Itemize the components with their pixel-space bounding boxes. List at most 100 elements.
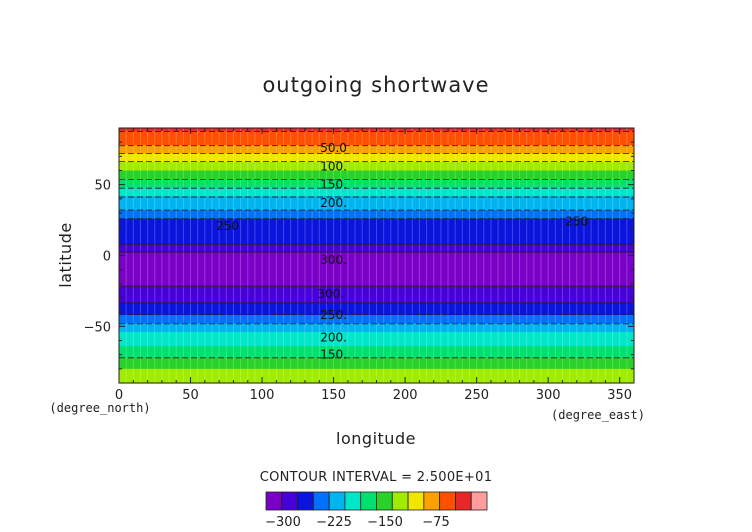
color-band (119, 159, 634, 163)
color-band (119, 133, 634, 138)
contour-label: 250. (320, 308, 347, 322)
contour-label: 150. (320, 348, 347, 362)
color-band (119, 289, 634, 293)
color-band (119, 354, 634, 359)
color-band (119, 337, 634, 342)
contour-lines (119, 131, 634, 359)
contour-label: 200. (320, 196, 347, 210)
color-band (119, 187, 634, 191)
color-band (119, 323, 634, 327)
color-band (119, 145, 634, 149)
x-tick-label: 200 (393, 388, 418, 403)
color-band (119, 218, 634, 223)
color-band (119, 162, 634, 166)
chart-title: outgoing shortwave (262, 73, 489, 97)
color-band (119, 329, 634, 333)
color-band (119, 309, 634, 313)
colorbar-tick-label: −225 (316, 515, 352, 530)
color-band (119, 193, 634, 197)
x-units-label: (degree_east) (551, 408, 645, 422)
color-band (119, 283, 634, 288)
color-band (119, 286, 634, 291)
color-band (119, 295, 634, 299)
x-tick-label: 350 (607, 388, 632, 403)
color-band (119, 147, 634, 152)
color-band (119, 170, 634, 174)
meridian-lines (125, 128, 628, 383)
color-band (119, 258, 634, 262)
color-band (119, 346, 634, 350)
colorbar-tick-label: −150 (367, 515, 403, 530)
x-tick-label: 150 (321, 388, 346, 403)
y-axis-label: latitude (56, 222, 75, 287)
color-band (119, 261, 634, 265)
x-axis: 0 50 100 150 200 250 300 350 (115, 128, 632, 403)
x-axis-label: longitude (336, 429, 416, 448)
y-tick-label: −50 (84, 320, 111, 335)
color-band (119, 176, 634, 180)
contour-label: 50.0 (320, 141, 347, 155)
color-band (119, 153, 634, 157)
color-band (119, 224, 634, 228)
color-band (119, 241, 634, 245)
color-band (119, 377, 634, 381)
colorbar (265, 491, 488, 511)
color-band (119, 292, 634, 296)
color-band (119, 227, 634, 231)
colorbar-tick-label: −300 (265, 515, 301, 530)
contour-label: 200. (320, 331, 347, 345)
colorbar-swatch (281, 491, 298, 511)
colorbar-swatch (344, 491, 362, 511)
colorbar-swatch (265, 491, 283, 511)
color-band (119, 363, 634, 367)
color-band (119, 238, 634, 242)
colorbar-swatch (470, 491, 488, 511)
colorbar-tick-label: −75 (422, 515, 449, 530)
color-band (119, 130, 634, 135)
x-tick-label: 100 (250, 388, 275, 403)
color-band (119, 272, 634, 276)
colorbar-swatch (312, 491, 330, 511)
contour-label: 300. (320, 253, 347, 267)
color-band (119, 184, 634, 189)
color-band (119, 315, 634, 319)
color-band (119, 247, 634, 251)
colorbar-swatch (297, 491, 314, 511)
contour-label: 100. (320, 159, 347, 173)
colorbar-swatch (391, 491, 409, 511)
color-band (119, 230, 634, 234)
colorbar-swatch (360, 491, 377, 511)
x-tick-label: 50 (182, 388, 199, 403)
color-band (119, 264, 634, 268)
color-band (119, 198, 634, 203)
color-band (119, 167, 634, 172)
color-band (119, 266, 634, 271)
color-band (119, 207, 634, 211)
color-band (119, 139, 634, 143)
color-band (119, 179, 634, 183)
colorbar-swatch (376, 491, 393, 511)
contour-interval-text: CONTOUR INTERVAL = 2.500E+01 (260, 470, 493, 485)
color-band (119, 306, 634, 310)
color-band (119, 374, 634, 378)
x-tick-label: 0 (115, 388, 123, 403)
colorbar-swatch (455, 491, 472, 511)
color-band (119, 204, 634, 208)
color-band (119, 235, 634, 240)
color-band (119, 368, 634, 373)
color-band (119, 300, 634, 305)
color-band (119, 340, 634, 344)
colorbar-swatch (407, 491, 425, 511)
color-band (119, 371, 634, 376)
contour-labels: 50.0 100. 150. 200. 250 250 300. 300. 250. 200. 15… (216, 141, 588, 362)
color-band (119, 351, 634, 356)
color-band (119, 252, 634, 257)
color-band (119, 320, 634, 325)
color-band (119, 334, 634, 339)
color-band (119, 360, 634, 364)
colorbar-swatch (439, 491, 456, 511)
contour-label: 250 (216, 219, 239, 233)
color-band (119, 210, 634, 214)
y-tick-label: 0 (103, 250, 111, 265)
colorbar-swatch (423, 491, 441, 511)
